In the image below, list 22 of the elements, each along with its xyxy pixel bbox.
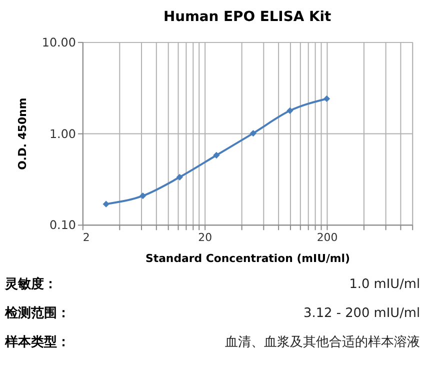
- point: [102, 200, 110, 208]
- point: [323, 95, 330, 102]
- text: 检测范围：: [4, 306, 70, 322]
- point: [213, 152, 220, 159]
- point: [176, 174, 183, 180]
- x-tick-label: 200: [316, 231, 338, 244]
- y-axis-title: O.D. 450nm: [16, 98, 29, 170]
- x-tick-label: 2: [82, 231, 90, 244]
- y-tick-label: 0.10: [49, 218, 76, 232]
- x-axis-title: Standard Concentration (mIU/ml): [146, 252, 350, 265]
- text: 3.12 - 200 mIU/ml: [304, 306, 420, 322]
- point: [250, 130, 257, 137]
- point: [286, 107, 294, 114]
- chart-title: Human EPO ELISA Kit: [163, 9, 332, 26]
- text: 1.0 mIU/ml: [349, 277, 420, 292]
- text: 灵敏度：: [4, 276, 57, 292]
- x-tick-label: 20: [198, 231, 212, 244]
- text: 样本类型：: [4, 334, 70, 350]
- y-tick-label: 1.00: [49, 126, 76, 141]
- point: [140, 192, 146, 200]
- text: 血清、血浆及其他合适的样本溶液: [225, 334, 420, 350]
- y-tick-label: 10.00: [42, 35, 76, 50]
